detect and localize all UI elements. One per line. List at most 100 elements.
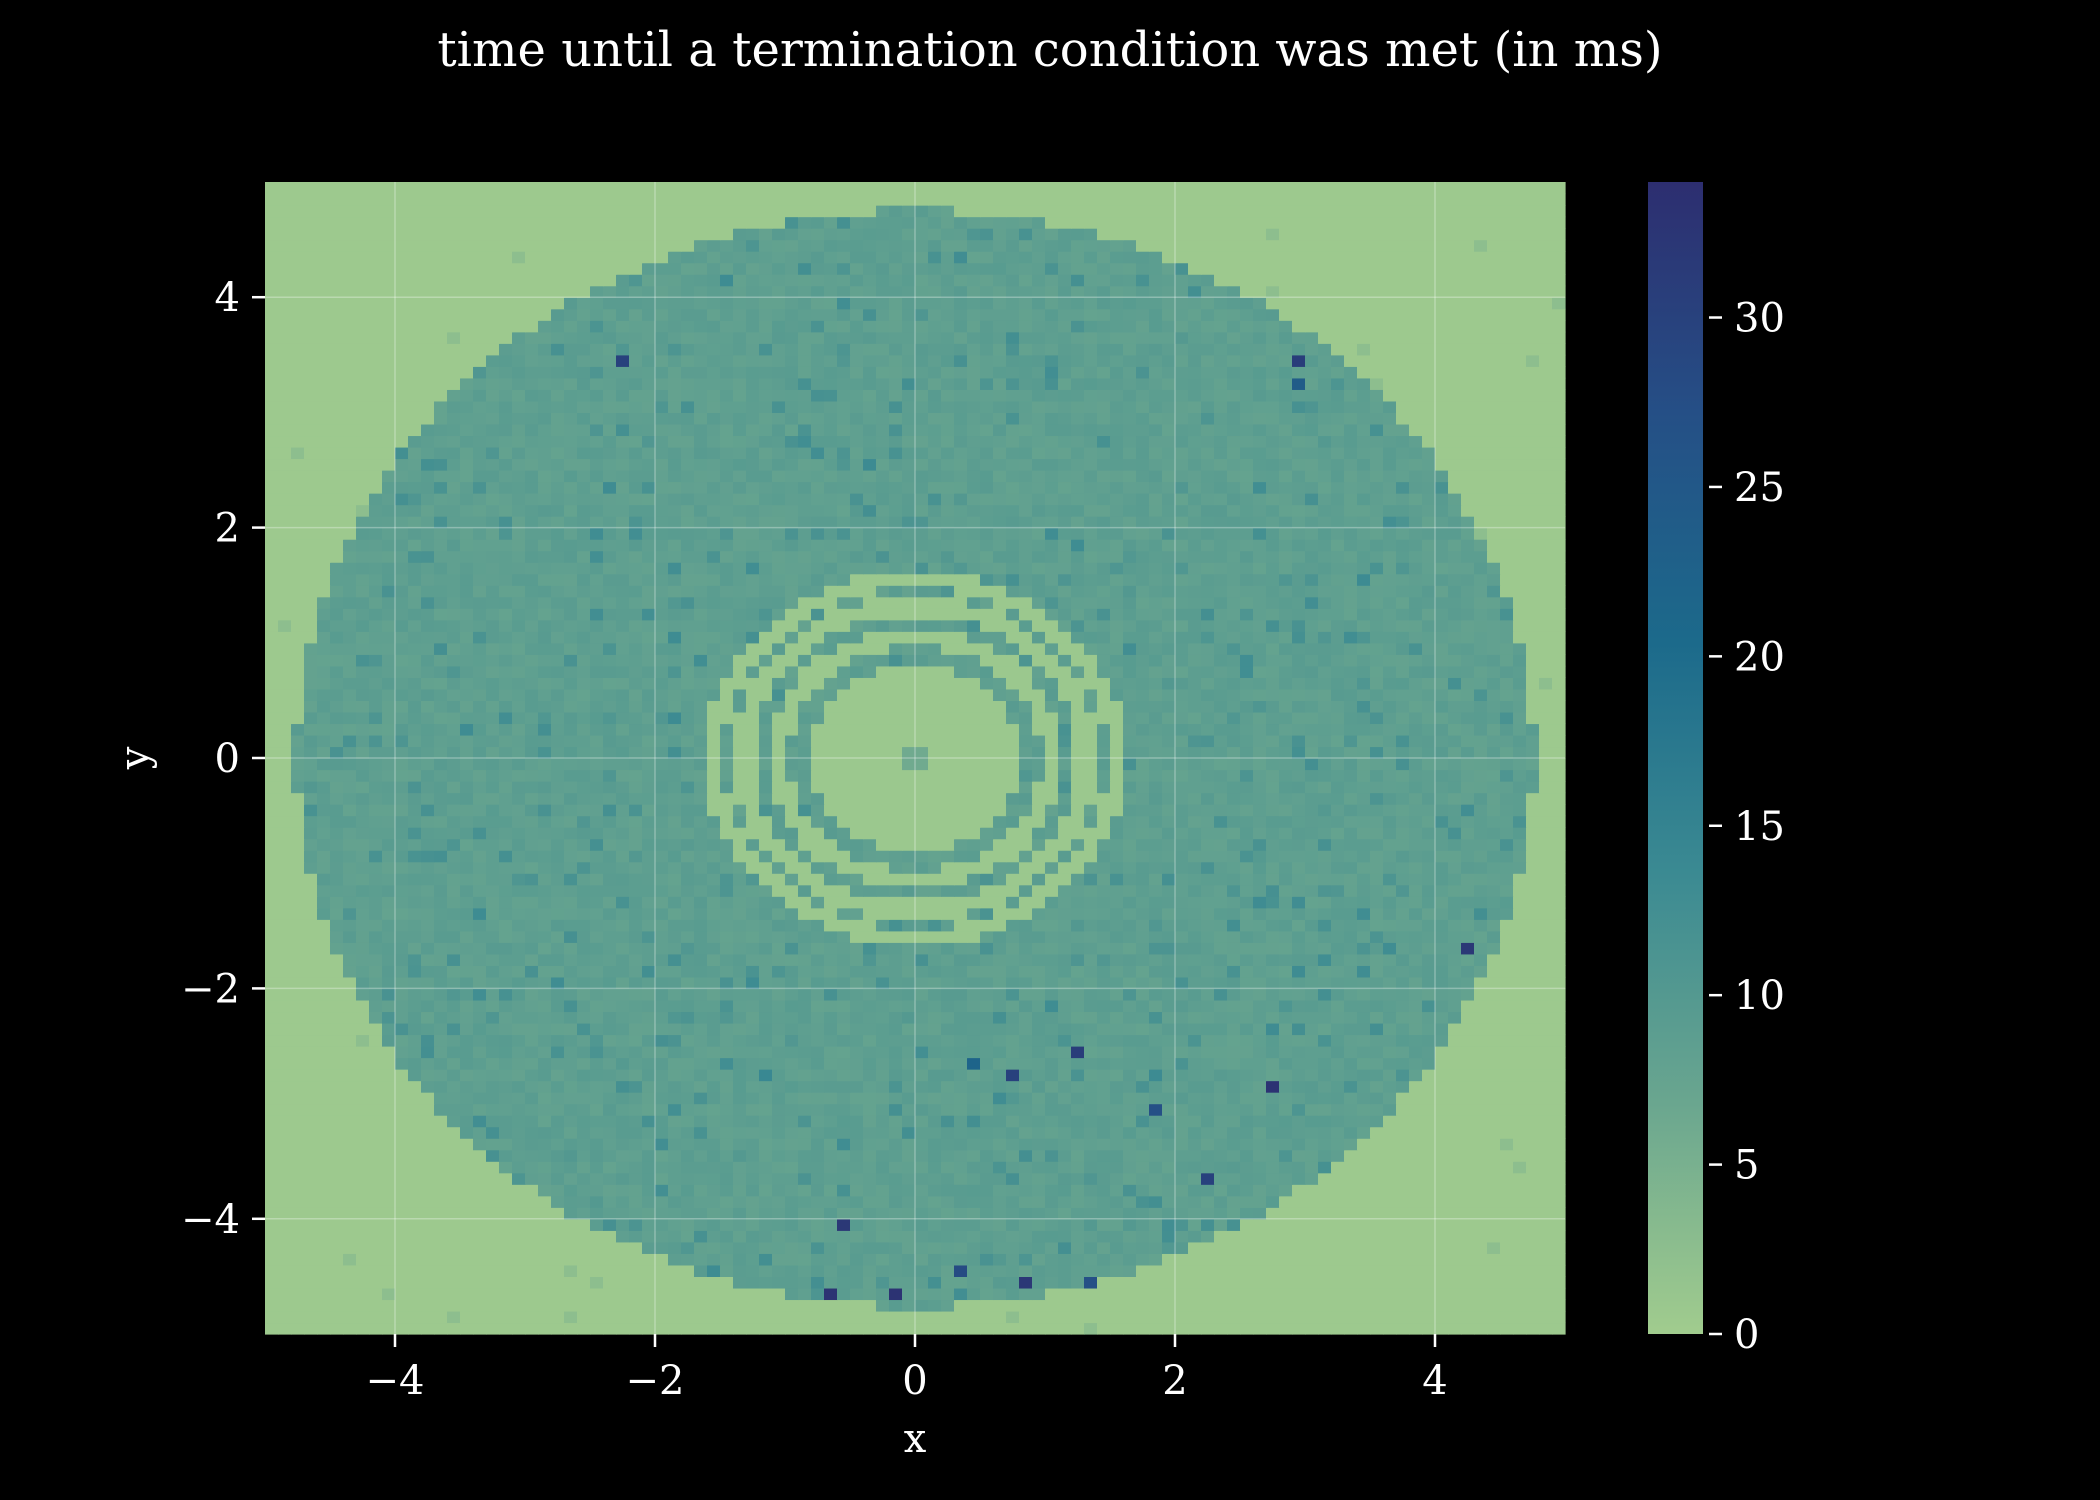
heatmap-cell [291,1092,305,1105]
heatmap-cell [551,1069,565,1082]
heatmap-cell [1045,1322,1059,1335]
heatmap-cell [1422,907,1436,920]
heatmap-cell [1045,999,1059,1013]
heatmap-cell [317,1046,331,1059]
heatmap-cell [1006,1046,1020,1059]
heatmap-cell [1396,1138,1410,1151]
heatmap-cell [1435,988,1449,1001]
heatmap-cell [1435,804,1449,817]
heatmap-cell [616,792,630,805]
heatmap-cell [486,1230,500,1243]
heatmap-cell [941,1172,955,1185]
heatmap-cell [1461,907,1475,920]
heatmap-cell [785,873,799,886]
heatmap-cell [746,815,760,828]
heatmap-cell [265,1241,279,1254]
heatmap-cell [1344,815,1358,828]
heatmap-cell [304,781,318,794]
heatmap-cell [408,1241,422,1254]
heatmap-cell [395,1022,409,1036]
heatmap-cell [772,1172,786,1185]
heatmap-cell [447,1103,461,1116]
heatmap-cell [1370,1149,1384,1162]
heatmap-cell [551,1230,565,1243]
heatmap-cell [1227,1287,1241,1301]
heatmap-cell [538,1046,552,1059]
heatmap-cell [1175,965,1189,978]
heatmap-cell [1526,1241,1540,1254]
heatmap-cell [837,815,851,828]
heatmap-cell [395,850,409,863]
heatmap-cell [1318,769,1332,782]
heatmap-cell [1500,1022,1514,1036]
heatmap-cell [1240,1138,1254,1151]
heatmap-cell [343,1149,357,1162]
heatmap-cell [434,1253,448,1266]
heatmap-cell [1552,850,1566,863]
heatmap-cell [850,1310,864,1324]
heatmap-cell [1292,884,1306,897]
heatmap-cell [1552,1310,1566,1324]
heatmap-cell [1383,873,1397,886]
heatmap-cell [733,930,747,943]
heatmap-cell [655,1287,669,1301]
heatmap-cell [1123,988,1137,1001]
heatmap-cell [902,988,916,1001]
heatmap-cell [447,884,461,897]
heatmap-cell [551,792,565,805]
heatmap-cell [915,769,929,782]
heatmap-cell [1305,896,1319,909]
heatmap-cell [1253,758,1267,771]
heatmap-cell [1253,1149,1267,1162]
heatmap-cell [278,873,292,886]
heatmap-cell [811,873,825,886]
heatmap-cell [1071,873,1085,886]
heatmap-cell [759,873,773,886]
heatmap-cell [330,792,344,805]
heatmap-cell [681,838,695,851]
heatmap-cell [447,1207,461,1220]
heatmap-cell [863,1115,877,1128]
heatmap-cell [707,815,721,828]
heatmap-cell [1487,999,1501,1013]
heatmap-cell [1201,1126,1215,1139]
heatmap-cell [1396,792,1410,805]
heatmap-cell [317,1022,331,1036]
heatmap-cell [1240,804,1254,817]
heatmap-cell [1474,1218,1488,1231]
heatmap-cell [551,827,565,840]
heatmap-cell [681,815,695,828]
heatmap-cell [1123,907,1137,920]
heatmap-cell [1305,999,1319,1013]
heatmap-cell [1188,953,1202,966]
heatmap-cell [928,804,942,817]
heatmap-cell [291,1011,305,1024]
heatmap-cell [382,1264,396,1277]
heatmap-cell [1123,827,1137,840]
heatmap-cell [1448,1299,1462,1312]
heatmap-cell [1461,792,1475,805]
heatmap-cell [616,1046,630,1059]
heatmap-cell [1331,1207,1345,1220]
heatmap-cell [512,930,526,943]
heatmap-cell [876,1080,890,1093]
heatmap-cell [499,781,513,794]
heatmap-cell [1110,815,1124,828]
heatmap-cell [980,884,994,897]
heatmap-cell [538,1069,552,1082]
heatmap-cell [395,1115,409,1128]
heatmap-cell [343,861,357,874]
heatmap-cell [590,1126,604,1139]
heatmap-cell [1006,1264,1020,1277]
heatmap-cell [837,988,851,1001]
heatmap-cell [1292,1207,1306,1220]
heatmap-cell [395,1149,409,1162]
heatmap-cell [1292,838,1306,851]
heatmap-cell [369,1126,383,1139]
heatmap-cell [785,884,799,897]
heatmap-cell [278,1253,292,1266]
heatmap-cell [1526,1264,1540,1277]
heatmap-cell [759,1241,773,1254]
heatmap-cell [590,919,604,932]
heatmap-cell [538,815,552,828]
